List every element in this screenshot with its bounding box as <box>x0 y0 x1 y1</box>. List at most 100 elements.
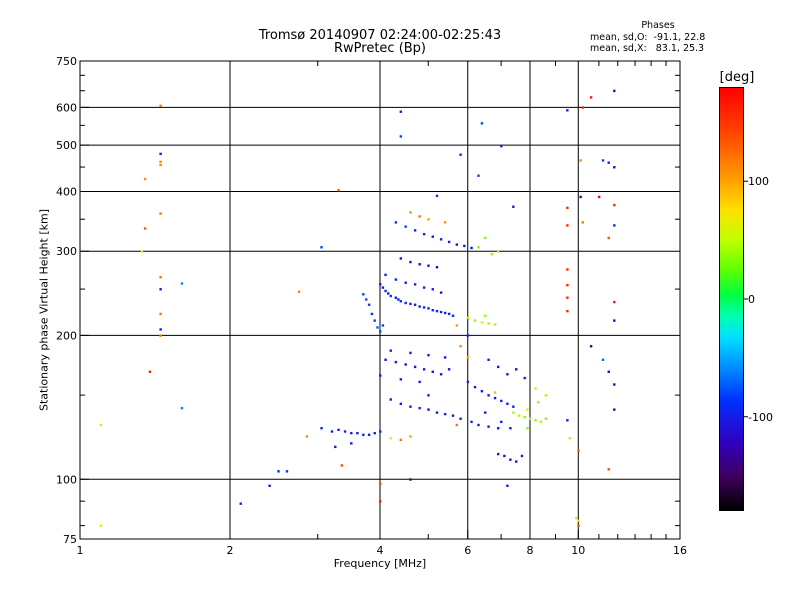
data-point <box>613 203 616 207</box>
data-point <box>381 324 385 327</box>
data-point <box>455 243 459 246</box>
data-point <box>493 323 497 326</box>
data-point <box>409 260 412 264</box>
y-tick-label: 750 <box>56 55 77 68</box>
data-point <box>350 442 353 445</box>
data-point <box>506 484 509 488</box>
y-tick-label: 600 <box>56 101 77 114</box>
data-point <box>455 423 459 427</box>
data-point <box>466 380 470 384</box>
data-point <box>384 289 387 293</box>
data-point <box>566 309 569 313</box>
data-point <box>320 246 323 249</box>
data-point <box>422 368 426 371</box>
data-point <box>536 401 540 404</box>
data-point <box>443 311 447 315</box>
data-point <box>305 435 309 438</box>
data-point <box>99 524 103 528</box>
data-point <box>422 286 426 289</box>
data-point <box>455 324 459 327</box>
data-point <box>500 399 503 403</box>
data-point <box>601 159 605 162</box>
data-point <box>431 370 434 373</box>
data-point <box>394 278 398 281</box>
data-point <box>409 211 412 214</box>
phase-legend-heading: Phases <box>641 20 675 31</box>
colorbar-tick-label: 100 <box>748 175 769 188</box>
data-point <box>159 275 162 279</box>
data-point <box>566 206 569 210</box>
data-point <box>379 374 382 377</box>
data-point <box>613 224 616 227</box>
data-point <box>340 464 344 467</box>
data-point <box>409 302 412 306</box>
data-point <box>470 420 473 424</box>
data-point <box>399 257 403 260</box>
data-point <box>397 298 400 301</box>
data-point <box>427 353 430 357</box>
data-point <box>427 307 430 310</box>
data-point <box>381 286 385 289</box>
data-point <box>365 298 368 301</box>
data-point <box>239 502 242 505</box>
phase-legend-o: mean, sd,O: -91.1, 22.8 <box>590 32 706 43</box>
data-point <box>447 312 451 316</box>
data-point <box>473 319 477 322</box>
data-point <box>422 232 426 236</box>
data-point <box>404 363 407 366</box>
chart-subtitle: RwPretec (Bp) <box>333 41 427 56</box>
data-point <box>493 396 497 400</box>
data-point <box>451 414 455 417</box>
data-point <box>439 373 443 376</box>
data-point <box>517 414 521 417</box>
data-point <box>362 433 365 437</box>
data-point <box>512 411 515 414</box>
axis-ticks: 1 2 4 6 8 10 16 75 100 200 300 400 500 600 750 <box>56 55 687 557</box>
data-point <box>529 417 532 420</box>
data-point <box>413 283 417 286</box>
data-point <box>394 296 398 299</box>
data-point <box>399 402 403 405</box>
data-point <box>459 153 462 156</box>
data-point <box>447 368 451 371</box>
data-point <box>370 312 374 316</box>
data-point <box>506 402 509 405</box>
data-point <box>143 177 147 181</box>
data-point <box>409 405 412 408</box>
data-point <box>463 244 466 248</box>
data-point <box>394 360 398 364</box>
data-point <box>389 349 392 352</box>
data-point <box>404 301 407 305</box>
data-point <box>362 293 365 296</box>
data-point <box>484 314 487 318</box>
data-points <box>99 89 616 528</box>
data-point <box>418 406 421 410</box>
data-point <box>539 420 542 424</box>
data-point <box>389 294 392 298</box>
data-point <box>568 436 571 440</box>
data-point <box>597 195 601 199</box>
data-point <box>350 431 353 435</box>
data-point <box>431 309 434 312</box>
colorbar-tick-label: -100 <box>748 411 773 424</box>
data-point <box>470 246 473 250</box>
data-point <box>373 431 376 435</box>
data-point <box>435 309 439 313</box>
y-axis-label: Stationary phase Virtual Height [km] <box>37 208 51 412</box>
data-point <box>477 246 480 249</box>
data-point <box>613 408 616 411</box>
data-point <box>566 109 569 112</box>
data-point <box>337 428 340 432</box>
data-point <box>577 519 580 522</box>
data-point <box>343 430 347 433</box>
data-point <box>496 427 500 430</box>
data-point <box>579 159 582 162</box>
data-point <box>487 425 490 428</box>
data-point <box>330 430 334 433</box>
data-point <box>515 368 518 371</box>
colorbar-title: [deg] <box>719 70 755 85</box>
data-point <box>384 358 387 361</box>
phase-legend-x: mean, sd,X: 83.1, 25.3 <box>590 43 705 54</box>
data-point <box>435 266 439 269</box>
